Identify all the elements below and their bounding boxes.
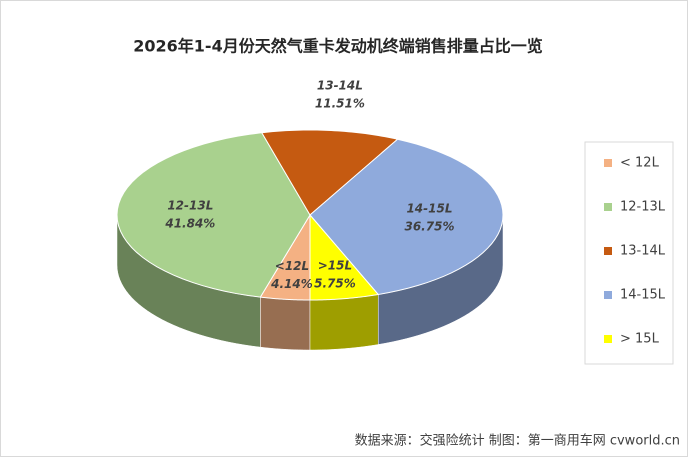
data-labels: <12L 4.14% 12-13L 41.84% 13-14L 11.51% 14-15L 3… xyxy=(164,79,454,292)
slice-label: 12-13L xyxy=(167,198,213,212)
pie-tops xyxy=(116,129,504,301)
slice-label: 14-15L xyxy=(406,201,452,215)
slice-label: 13-14L xyxy=(317,79,363,93)
legend-swatch xyxy=(604,159,612,167)
pie-slice xyxy=(309,138,504,296)
legend: < 12L 12-13L 13-14L 14-15L > 15L xyxy=(604,156,666,347)
slice-label: <12L xyxy=(275,259,309,273)
legend-label: > 15L xyxy=(620,332,660,347)
pie-sides xyxy=(116,214,504,351)
slice-side xyxy=(260,296,311,351)
legend-label: 14-15L xyxy=(620,288,666,303)
chart-title: 2026年1-4月份天然气重卡发动机终端销售排量占比一览 xyxy=(133,37,542,56)
legend-box xyxy=(584,141,674,365)
legend-label: < 12L xyxy=(620,156,660,171)
legend-swatch xyxy=(604,203,612,211)
legend-label: 13-14L xyxy=(620,244,666,259)
value-label: 5.75% xyxy=(314,277,356,291)
legend-swatch xyxy=(604,247,612,255)
slice-label: >15L xyxy=(318,259,352,273)
value-label: 11.51% xyxy=(315,97,365,111)
legend-label: 12-13L xyxy=(620,200,666,215)
value-label: 4.14% xyxy=(270,277,313,291)
pie-slice xyxy=(116,132,311,298)
slice-side xyxy=(309,294,379,351)
pie-slice xyxy=(261,129,399,216)
value-label: 36.75% xyxy=(404,219,454,233)
legend-swatch xyxy=(604,291,612,299)
legend-swatch xyxy=(604,335,612,343)
pie-slice xyxy=(309,213,380,301)
source-note: 数据来源：交强险统计 制图：第一商用车网 cvworld.cn xyxy=(355,433,680,449)
value-label: 41.84% xyxy=(164,216,215,230)
